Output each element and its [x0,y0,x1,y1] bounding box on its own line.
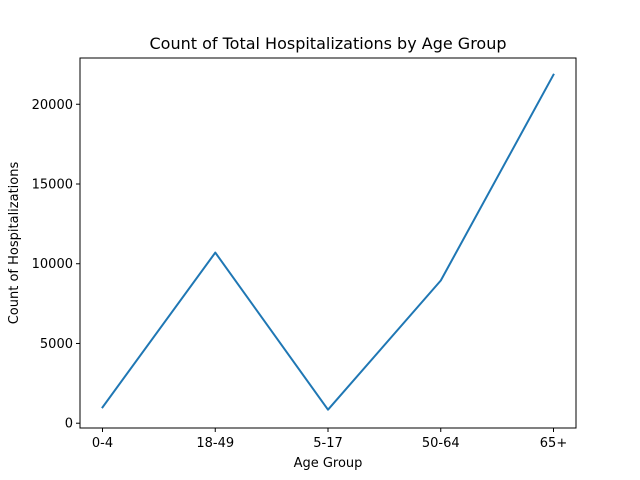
x-axis: 0-4 18-49 5-17 50-64 65+ [92,428,567,451]
y-tick-label: 15000 [32,177,73,192]
y-axis-title: Count of Hospitalizations [7,162,22,325]
y-axis: 0 5000 10000 15000 20000 [32,98,80,432]
x-tick-label: 65+ [540,436,567,451]
y-tick-label: 0 [65,417,73,432]
series-layer [101,73,555,411]
series-line [101,73,555,411]
x-tick-label: 18-49 [196,436,234,451]
x-axis-title: Age Group [294,456,363,471]
x-tick-label: 50-64 [422,436,460,451]
y-tick-label: 20000 [32,98,73,113]
y-tick-label: 10000 [32,257,73,272]
x-tick-label: 5-17 [313,436,343,451]
y-tick-label: 5000 [40,337,73,352]
x-tick-label: 0-4 [92,436,113,451]
chart-title: Count of Total Hospitalizations by Age G… [149,34,506,53]
